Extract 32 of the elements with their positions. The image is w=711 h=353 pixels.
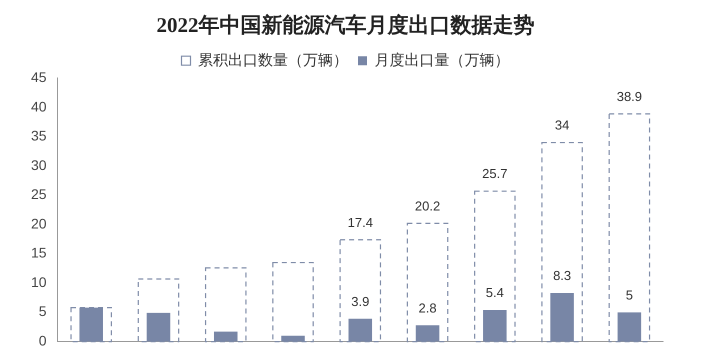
data-label: 17.4: [348, 214, 373, 230]
y-tick-label: 20: [30, 215, 47, 232]
legend-label: 月度出口量（万辆）: [374, 52, 510, 69]
data-label: 5.4: [486, 285, 504, 300]
data-label: 34: [554, 118, 570, 133]
y-tick-label: 35: [30, 128, 47, 144]
bar: [541, 142, 583, 342]
bar: [340, 239, 382, 342]
bar: [138, 278, 180, 342]
y-tick-label: 10: [30, 274, 47, 290]
data-label: 20.2: [414, 198, 440, 214]
data-label: 25.7: [482, 166, 508, 182]
bar: [70, 307, 112, 342]
y-tick-label: 25: [30, 186, 47, 202]
data-label: 38.9: [616, 88, 642, 104]
data-label: 2.8: [418, 300, 437, 316]
chart-title: 2022年中国新能源汽车月度出口数据走势: [156, 13, 534, 38]
bar: [474, 190, 516, 342]
y-tick-label: 5: [38, 303, 47, 320]
y-tick-label: 40: [30, 98, 47, 114]
y-tick-label: 45: [30, 69, 47, 86]
y-tick-label: 0: [38, 332, 47, 348]
data-label: 5: [626, 287, 633, 302]
data-label: 3.9: [351, 294, 370, 309]
legend-label: 累积出口数量（万辆）: [198, 52, 348, 69]
y-tick-label: 15: [30, 244, 47, 261]
data-label: 8.3: [553, 268, 572, 284]
bar: [406, 222, 448, 342]
bar: [608, 113, 650, 342]
y-tick-label: 30: [30, 156, 47, 173]
bar: [272, 262, 314, 342]
bar: [204, 267, 247, 342]
